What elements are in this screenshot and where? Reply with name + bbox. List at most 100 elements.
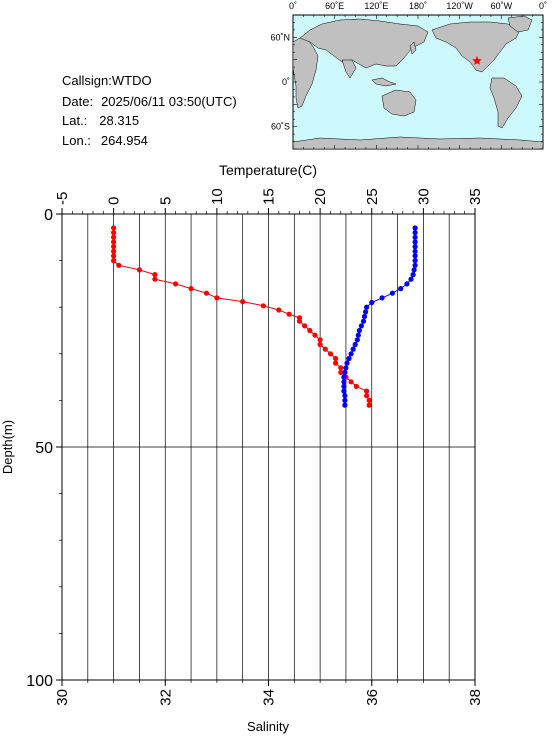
series-point-1 [346,355,352,362]
land-eurasia [299,18,429,69]
series-point-1 [364,304,370,310]
series-point-0 [338,365,344,371]
series-point-1 [412,230,418,236]
series-point-0 [317,341,323,348]
land-africa [292,37,319,109]
series-point-1 [341,388,347,394]
chart-grid [61,214,476,680]
series-point-0 [111,244,117,250]
lat-line: Lat.: 28.315 [62,113,139,128]
top-axis-tick-label: 5 [157,197,174,205]
series-point-0 [111,253,117,259]
map-ticks [292,14,544,150]
series-point-0 [276,307,282,313]
series-point-0 [111,230,117,236]
map-lat-label: 0˚ [282,77,290,87]
series-point-1 [404,281,410,287]
series-point-0 [296,318,303,324]
map-lon-label: 0˚ [539,1,547,11]
series-point-1 [379,295,385,301]
bottom-axis-tick-label: 36 [364,689,381,706]
series-point-0 [312,332,318,338]
series-point-1 [412,225,418,231]
map-lat-label: 60˚N [270,32,290,42]
map-lon-label: 180˚ [409,1,427,11]
top-axis-tick-label: 35 [467,188,484,205]
series-point-0 [338,369,344,375]
series-point-1 [408,276,414,282]
series-point-0 [111,239,117,245]
land-north-america [431,21,521,73]
series-point-1 [352,341,358,348]
series-point-1 [344,360,350,366]
top-axis-tick-label: 25 [364,188,381,205]
series-point-1 [412,248,418,254]
lat-label: Lat.: [62,113,88,128]
y-axis-title: Depth(m) [0,420,15,474]
lon-value: 264.954 [100,133,148,148]
series-point-1 [369,299,375,306]
series-point-0 [111,234,117,240]
series-point-1 [412,234,418,240]
callsign-label: Callsign: [62,73,112,88]
top-axis-tick-label: 20 [312,188,329,205]
series-line-0 [113,228,370,406]
series-point-0 [317,337,323,343]
series-point-1 [389,290,395,296]
series-point-1 [360,318,367,324]
series-point-1 [342,393,348,399]
series-point-0 [111,225,117,231]
series-point-0 [366,397,372,403]
series-point-1 [341,374,347,380]
world-map: 0˚ 60˚E 120˚E 180˚ 120˚W 60˚W 0˚ 60˚N 0˚ 60˚S [270,1,547,150]
series-point-0 [240,299,246,305]
series-point-1 [363,309,369,315]
map-lon-label: 60˚E [325,1,344,11]
map-labels: 0˚ 60˚E 120˚E 180˚ 120˚W 60˚W 0˚ 60˚N 0˚ 60˚S [270,1,547,132]
map-lon-label: 60˚W [491,1,513,11]
series-point-1 [354,337,360,343]
bottom-axis-tick-label: 38 [467,689,484,706]
series-line-1 [343,228,416,406]
chart-series [111,225,418,408]
series-point-0 [366,402,372,408]
series-point-0 [203,290,210,296]
date-label: Date: [62,94,94,109]
bottom-axis-tick-label: 34 [261,689,278,706]
lon-label: Lon.: [62,133,91,148]
series-point-0 [364,393,370,399]
top-axis-tick-label: 0 [106,197,123,205]
series-point-1 [355,332,361,338]
series-point-0 [136,267,142,273]
series-point-1 [341,383,347,389]
series-point-0 [116,262,122,268]
series-point-1 [341,379,347,385]
date-value: 2025/06/11 03:50(UTC) [101,94,237,109]
bottom-axis-title: Salinity [247,719,289,734]
land-south-america [489,77,523,129]
y-axis-tick-label: 100 [26,673,53,690]
series-point-1 [412,253,418,259]
series-point-0 [353,383,359,389]
series-point-0 [260,303,266,309]
map-land [292,15,544,150]
land-greenland [507,15,533,33]
map-lon-label: 120˚E [364,1,388,11]
lat-value: 28.315 [99,113,140,128]
series-point-0 [327,351,334,357]
series-point-0 [333,355,339,362]
series-point-1 [412,239,418,245]
series-point-1 [358,323,364,329]
series-point-0 [302,323,308,329]
series-point-1 [412,262,418,268]
y-axis-tick-label: 50 [35,440,53,457]
land-indonesia [371,77,397,87]
series-point-0 [111,258,117,264]
series-point-1 [412,258,418,264]
series-point-0 [173,281,179,287]
series-point-0 [348,379,354,385]
series-point-1 [342,369,348,375]
series-point-0 [188,286,194,292]
land-australia [381,89,417,117]
top-axis-tick-label: 15 [261,188,278,205]
